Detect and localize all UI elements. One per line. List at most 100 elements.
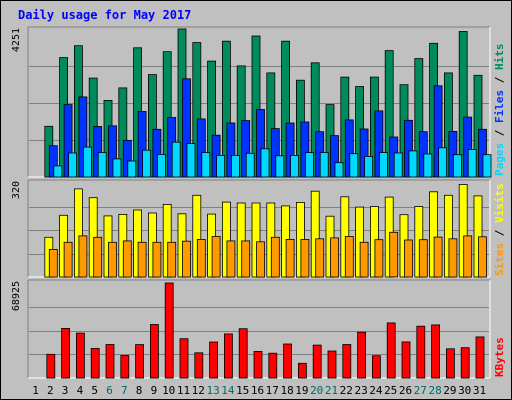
bar-hits-hits-27 — [414, 58, 424, 178]
x-tick-label-9: 9 — [151, 384, 158, 397]
bar-hits-files-28 — [433, 85, 443, 178]
bar-hits-files-19 — [300, 121, 310, 178]
x-tick-label-4: 4 — [77, 384, 84, 397]
bar-kbytes-kbytes-4 — [76, 332, 85, 379]
legend-kbytes: KBytes — [493, 337, 506, 377]
x-tick-label-28: 28 — [428, 384, 441, 397]
bar-visits-sites-2 — [48, 248, 58, 278]
x-tick-label-29: 29 — [443, 384, 456, 397]
legend-item-hits-1: / — [493, 129, 506, 143]
x-tick-label-27: 27 — [414, 384, 427, 397]
bar-kbytes-kbytes-17 — [268, 352, 278, 379]
bar-hits-pages-3 — [68, 152, 77, 178]
x-tick-label-22: 22 — [340, 384, 353, 397]
bar-hits-files-8 — [137, 111, 147, 178]
bar-kbytes-kbytes-3 — [61, 327, 70, 379]
x-tick-label-7: 7 — [121, 384, 128, 397]
bar-visits-sites-7 — [122, 240, 132, 278]
bar-visits-visits-4 — [74, 188, 83, 278]
bar-hits-hits-12 — [192, 42, 202, 178]
bar-kbytes-kbytes-5 — [90, 347, 100, 379]
bar-kbytes-kbytes-16 — [253, 350, 263, 379]
bar-hits-files-23 — [359, 128, 369, 178]
x-tick-label-14: 14 — [221, 384, 235, 397]
x-tick-label-13: 13 — [206, 384, 219, 397]
bar-visits-sites-26 — [404, 239, 413, 278]
bar-visits-sites-19 — [300, 238, 310, 278]
bar-hits-files-14 — [226, 122, 236, 178]
bar-visits-sites-24 — [374, 239, 384, 278]
bar-hits-hits-29 — [443, 72, 453, 178]
bar-visits-visits-12 — [192, 194, 202, 278]
legend-item-kbytes-0: KBytes — [493, 337, 506, 377]
bar-hits-hits-31 — [473, 74, 483, 178]
bar-kbytes-kbytes-18 — [283, 343, 293, 379]
bar-visits-sites-4 — [78, 235, 88, 278]
bar-hits-files-12 — [196, 118, 206, 178]
bar-visits-visits-29 — [443, 194, 453, 278]
bar-kbytes-kbytes-13 — [209, 341, 219, 379]
bar-visits-sites-27 — [418, 239, 428, 278]
bar-visits-sites-6 — [108, 241, 117, 278]
x-tick-label-21: 21 — [325, 384, 338, 397]
bar-kbytes-kbytes-8 — [135, 344, 145, 379]
bar-hits-pages-24 — [378, 152, 388, 178]
bar-hits-pages-26 — [408, 150, 418, 178]
bar-visits-sites-16 — [256, 241, 265, 278]
bar-hits-pages-6 — [112, 158, 122, 178]
bar-hits-pages-25 — [393, 152, 403, 178]
bar-hits-files-15 — [241, 120, 251, 178]
bar-kbytes-kbytes-6 — [105, 344, 115, 379]
bar-hits-files-18 — [285, 122, 295, 178]
x-tick-label-31: 31 — [473, 384, 486, 397]
bar-hits-files-9 — [152, 128, 162, 178]
x-tick-label-17: 17 — [266, 384, 279, 397]
bar-visits-sites-13 — [211, 236, 221, 278]
legend-item-hits-4: Hits — [493, 44, 506, 77]
y-max-label-visits: 320 — [11, 181, 22, 199]
bar-hits-files-24 — [374, 110, 384, 178]
bar-hits-hits-17 — [266, 72, 276, 178]
bar-kbytes-kbytes-22 — [342, 344, 352, 379]
bar-hits-hits-20 — [310, 62, 320, 178]
x-tick-label-24: 24 — [369, 384, 383, 397]
bar-hits-hits-16 — [251, 35, 261, 178]
bar-visits-sites-10 — [167, 241, 177, 278]
bar-hits-files-31 — [478, 128, 487, 178]
x-tick-label-11: 11 — [177, 384, 190, 397]
bar-hits-hits-9 — [147, 74, 157, 178]
x-tick-label-19: 19 — [295, 384, 308, 397]
bar-hits-pages-15 — [245, 152, 255, 178]
bar-visits-sites-12 — [196, 238, 206, 278]
legend-item-hits-3: / — [493, 76, 506, 90]
bar-hits-hits-7 — [118, 87, 128, 178]
bar-hits-files-16 — [256, 109, 265, 178]
y-max-label-kbytes: 68925 — [11, 281, 22, 311]
bar-hits-hits-25 — [384, 50, 394, 178]
bar-kbytes-kbytes-23 — [357, 331, 367, 379]
bar-hits-hits-14 — [221, 40, 231, 178]
bar-kbytes-kbytes-31 — [475, 336, 485, 379]
bar-kbytes-kbytes-20 — [312, 344, 322, 379]
legend-item-visits-2: Visits — [493, 183, 506, 229]
bar-hits-pages-11 — [186, 143, 196, 178]
bar-hits-pages-5 — [97, 152, 107, 178]
bar-kbytes-kbytes-14 — [223, 333, 233, 379]
bar-hits-files-17 — [270, 128, 280, 178]
bar-visits-sites-20 — [315, 238, 325, 278]
bar-visits-sites-17 — [270, 236, 280, 278]
bar-hits-pages-20 — [319, 152, 329, 178]
bar-visits-visits-28 — [429, 191, 439, 278]
bar-hits-pages-27 — [423, 153, 433, 178]
bar-visits-sites-28 — [433, 236, 443, 278]
bar-hits-pages-31 — [482, 154, 492, 178]
bar-visits-sites-14 — [226, 240, 236, 278]
bar-hits-files-7 — [122, 139, 132, 178]
bar-visits-sites-5 — [93, 236, 103, 278]
bar-hits-files-5 — [93, 126, 103, 178]
bar-hits-files-21 — [330, 135, 339, 178]
bar-hits-files-6 — [108, 125, 117, 178]
bar-hits-pages-4 — [83, 146, 92, 178]
bar-visits-sites-8 — [137, 241, 147, 278]
